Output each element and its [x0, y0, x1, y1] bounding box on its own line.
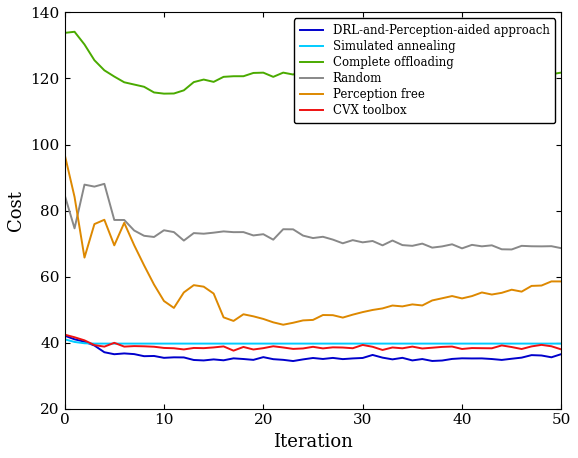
Complete offloading: [409, 71, 416, 76]
CVX toolbox: [558, 347, 565, 352]
DRL-and-Perception-aided approach: [290, 358, 297, 364]
Line: Complete offloading: Complete offloading: [65, 32, 561, 93]
Line: Perception free: Perception free: [65, 154, 561, 325]
DRL-and-Perception-aided approach: [220, 358, 227, 363]
CVX toolbox: [429, 345, 436, 350]
Complete offloading: [558, 70, 565, 75]
Random: [101, 181, 108, 186]
Simulated annealing: [558, 341, 565, 346]
Random: [230, 229, 237, 235]
Perception free: [210, 291, 217, 296]
Complete offloading: [439, 70, 446, 76]
Simulated annealing: [91, 341, 98, 346]
Simulated annealing: [548, 341, 555, 346]
Perception free: [280, 322, 287, 327]
CVX toolbox: [171, 345, 177, 351]
Simulated annealing: [230, 341, 237, 346]
Simulated annealing: [220, 341, 227, 346]
DRL-and-Perception-aided approach: [210, 357, 217, 362]
Perception free: [220, 315, 227, 320]
Complete offloading: [71, 29, 78, 34]
Perception free: [548, 278, 555, 284]
Y-axis label: Cost: Cost: [7, 190, 25, 231]
Random: [429, 245, 436, 251]
Simulated annealing: [180, 341, 187, 346]
Simulated annealing: [429, 341, 436, 346]
CVX toolbox: [548, 344, 555, 349]
Random: [399, 242, 406, 248]
Line: DRL-and-Perception-aided approach: DRL-and-Perception-aided approach: [65, 336, 561, 361]
CVX toolbox: [210, 345, 217, 350]
CVX toolbox: [61, 332, 68, 338]
Complete offloading: [230, 73, 237, 79]
DRL-and-Perception-aided approach: [548, 354, 555, 360]
CVX toolbox: [230, 348, 237, 354]
Complete offloading: [548, 71, 555, 77]
X-axis label: Iteration: Iteration: [273, 433, 353, 451]
DRL-and-Perception-aided approach: [558, 351, 565, 357]
Perception free: [558, 278, 565, 284]
Simulated annealing: [61, 337, 68, 342]
DRL-and-Perception-aided approach: [429, 358, 436, 364]
Random: [61, 192, 68, 197]
CVX toolbox: [399, 345, 406, 351]
Random: [548, 244, 555, 249]
Perception free: [399, 304, 406, 309]
Complete offloading: [240, 73, 247, 79]
Perception free: [429, 298, 436, 303]
Complete offloading: [161, 91, 168, 96]
Random: [508, 247, 515, 252]
DRL-and-Perception-aided approach: [171, 354, 177, 360]
Random: [220, 229, 227, 234]
Perception free: [171, 305, 177, 311]
Complete offloading: [61, 30, 68, 36]
DRL-and-Perception-aided approach: [399, 355, 406, 360]
Line: Random: Random: [65, 184, 561, 250]
CVX toolbox: [220, 344, 227, 349]
Line: Simulated annealing: Simulated annealing: [65, 339, 561, 344]
Legend: DRL-and-Perception-aided approach, Simulated annealing, Complete offloading, Ran: DRL-and-Perception-aided approach, Simul…: [294, 18, 555, 123]
Simulated annealing: [399, 341, 406, 346]
Perception free: [61, 152, 68, 157]
Complete offloading: [190, 79, 197, 85]
Random: [180, 238, 187, 243]
Line: CVX toolbox: CVX toolbox: [65, 335, 561, 351]
Random: [558, 245, 565, 251]
DRL-and-Perception-aided approach: [61, 333, 68, 338]
